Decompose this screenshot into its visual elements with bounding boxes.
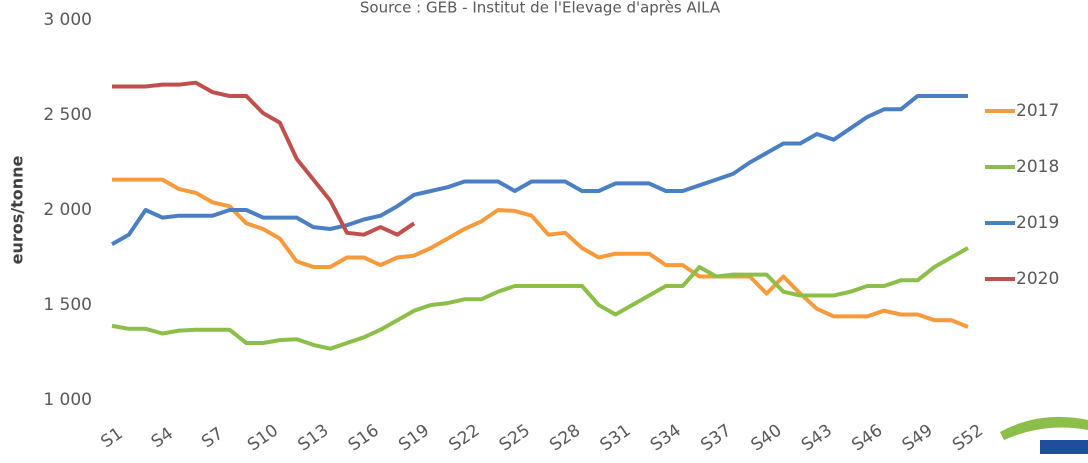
legend-label: 2018 [1016, 157, 1059, 177]
x-tick-label: S37 [697, 421, 735, 456]
legend-label: 2019 [1016, 213, 1059, 233]
chart-subtitle: Source : GEB - Institut de l'Elevage d'a… [360, 0, 721, 17]
x-tick-label: S40 [748, 421, 786, 456]
x-tick-label: S7 [198, 424, 227, 453]
x-tick-label: S16 [345, 421, 383, 456]
x-tick-label: S25 [496, 421, 534, 456]
line-series [112, 80, 416, 237]
y-tick-label: 3 000 [43, 10, 92, 30]
y-axis-label: euros/tonne [8, 155, 27, 264]
x-tick-label: S46 [848, 421, 886, 456]
x-tick-label: S43 [798, 421, 836, 456]
y-tick-label: 1 000 [43, 390, 92, 410]
x-tick-label: S22 [445, 421, 483, 456]
x-tick-label: S4 [148, 424, 177, 453]
x-tick-label: S1 [97, 424, 126, 453]
x-tick-label: S28 [546, 421, 584, 456]
y-tick-label: 1 500 [43, 295, 92, 315]
x-tick-label: S31 [597, 421, 635, 456]
x-tick-label: S52 [949, 421, 987, 456]
legend-label: 2017 [1016, 101, 1059, 121]
x-tick-label: S49 [899, 421, 937, 456]
y-tick-label: 2 000 [43, 200, 92, 220]
y-tick-label: 2 500 [43, 105, 92, 125]
logo [1000, 416, 1088, 454]
legend-label: 2020 [1016, 269, 1059, 289]
line-series [112, 177, 969, 329]
line-series [111, 246, 969, 351]
x-tick-label: S34 [647, 421, 685, 456]
line-series [111, 94, 968, 246]
x-tick-label: S10 [244, 421, 282, 456]
x-tick-label: S19 [395, 421, 433, 456]
x-tick-label: S13 [294, 421, 332, 456]
